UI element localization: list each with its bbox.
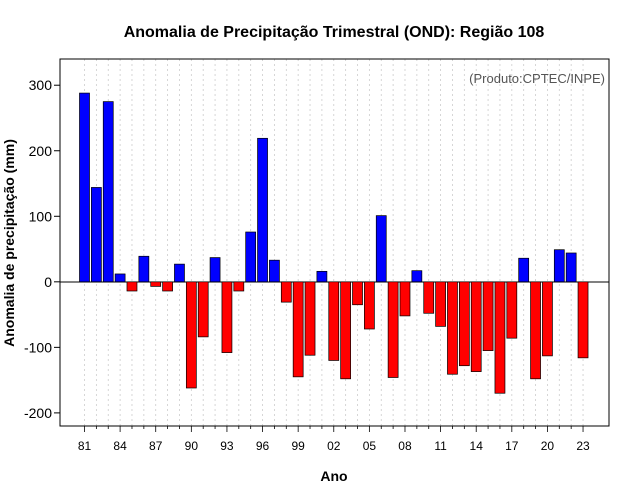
bar-2021 <box>553 249 565 283</box>
bar-2006 <box>375 215 387 283</box>
bar-2018 <box>518 257 530 283</box>
bar-2002 <box>328 281 340 361</box>
bar-2015 <box>482 281 494 351</box>
x-tick-label: 02 <box>327 439 341 453</box>
bar-1982 <box>91 187 102 283</box>
bar-2013 <box>458 281 470 367</box>
y-tick-label: 100 <box>29 208 53 224</box>
bar-1989 <box>174 263 185 283</box>
x-tick-label: 05 <box>363 439 377 453</box>
y-tick-label: 0 <box>44 274 52 290</box>
y-tick-label: -200 <box>24 405 52 421</box>
bar-1991 <box>197 281 209 338</box>
plot-frame <box>59 58 610 427</box>
chart-credit: (Produto:CPTEC/INPE) <box>469 71 605 86</box>
x-tick-label: 17 <box>505 439 519 453</box>
bar-2010 <box>423 281 435 314</box>
bar-2016 <box>494 281 506 394</box>
bar-1995 <box>245 231 257 283</box>
bar-1997 <box>269 259 280 283</box>
bar-1993 <box>221 281 233 353</box>
x-tick-label: 81 <box>78 439 92 453</box>
x-tick-label: 23 <box>576 439 590 453</box>
bar-1983 <box>102 101 114 283</box>
x-tick-label: 20 <box>541 439 555 453</box>
x-axis: 81 84 87 90 93 96 99 02 05 08 11 14 17 20 23 <box>78 426 590 453</box>
y-tick-label: 300 <box>29 77 53 93</box>
bar-2022 <box>565 252 577 283</box>
bar-2020 <box>542 281 553 357</box>
bar-1986 <box>138 255 150 283</box>
x-tick-label: 14 <box>470 439 484 453</box>
bar-2009 <box>411 270 423 283</box>
x-tick-label: 93 <box>220 439 234 453</box>
bar-2014 <box>470 281 482 372</box>
bar-2012 <box>447 281 458 375</box>
y-tick-label: 200 <box>29 143 53 159</box>
x-tick-label: 90 <box>185 439 199 453</box>
y-axis: -200 -100 0 100 200 300 <box>24 77 60 421</box>
bar-1999 <box>292 281 304 378</box>
y-axis-label: Anomalia de precipitação (mm) <box>1 139 17 347</box>
x-axis-label: Ano <box>320 468 347 484</box>
bar-2005 <box>364 281 375 330</box>
bars-group <box>79 92 589 394</box>
bar-1987 <box>150 281 162 287</box>
x-tick-label: 96 <box>256 439 270 453</box>
bar-1990 <box>185 281 197 389</box>
bar-1985 <box>126 281 138 292</box>
bar-2004 <box>352 281 363 306</box>
bar-2023 <box>577 281 589 359</box>
bar-2000 <box>304 281 316 356</box>
bar-2011 <box>435 281 446 327</box>
bar-1984 <box>114 273 126 283</box>
bar-2007 <box>387 281 399 378</box>
x-tick-label: 08 <box>398 439 412 453</box>
x-tick-label: 11 <box>434 439 447 453</box>
bar-1988 <box>162 281 173 292</box>
x-tick-label: 87 <box>149 439 163 453</box>
chart-title: Anomalia de Precipitação Trimestral (OND… <box>124 24 545 41</box>
bar-2019 <box>530 281 541 380</box>
bar-1981 <box>79 92 90 283</box>
bar-2003 <box>340 281 351 380</box>
bar-1994 <box>233 281 245 292</box>
bar-2017 <box>506 281 518 339</box>
bar-2001 <box>316 270 328 283</box>
y-tick-label: -100 <box>24 339 52 355</box>
bar-1996 <box>257 137 268 283</box>
grid-lines <box>84 59 584 426</box>
x-tick-label: 84 <box>113 439 127 453</box>
x-tick-label: 99 <box>291 439 305 453</box>
bar-2008 <box>399 281 411 317</box>
bar-1992 <box>209 257 221 283</box>
bar-1998 <box>280 281 292 303</box>
